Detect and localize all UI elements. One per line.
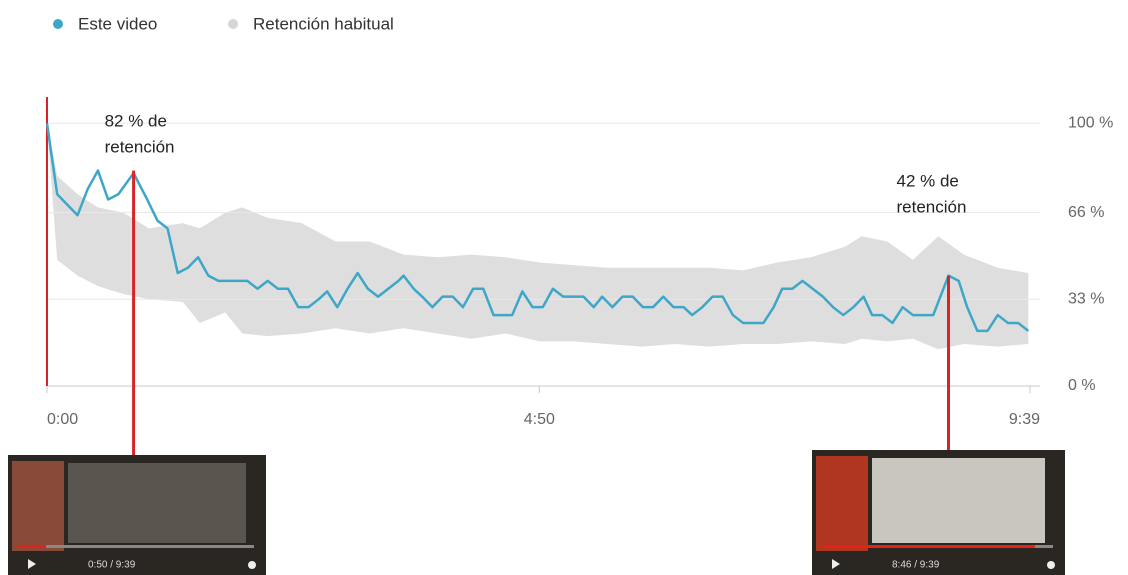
y-tick-label: 66 % bbox=[1068, 204, 1104, 221]
legend-label: Este video bbox=[78, 14, 157, 33]
annotation-text: 42 % de bbox=[897, 171, 959, 190]
y-tick-label: 33 % bbox=[1068, 291, 1104, 308]
thumbnail-time: 0:50 / 9:39 bbox=[88, 560, 136, 571]
thumbnail-scene bbox=[12, 461, 64, 551]
thumbnail-time: 8:46 / 9:39 bbox=[892, 560, 940, 571]
y-tick-label: 100 % bbox=[1068, 114, 1113, 131]
x-tick-label: 9:39 bbox=[1009, 411, 1040, 428]
annotation-text: 82 % de bbox=[105, 111, 167, 130]
grid-layer bbox=[46, 122, 1040, 393]
settings-icon bbox=[248, 561, 256, 569]
annotation-text: retención bbox=[105, 137, 175, 156]
thumbnail-scene bbox=[816, 456, 868, 551]
legend-swatch bbox=[53, 19, 63, 29]
progress-track bbox=[18, 545, 254, 548]
thumbnail-scene bbox=[872, 458, 1045, 543]
retention-band bbox=[47, 123, 1029, 350]
line-layer bbox=[45, 123, 1030, 333]
progress-played bbox=[18, 545, 46, 548]
progress-played bbox=[822, 545, 1035, 548]
retention-line bbox=[45, 123, 1030, 333]
x-tick-label: 4:50 bbox=[524, 411, 555, 428]
y-tick-label: 0 % bbox=[1068, 377, 1096, 394]
legend-swatch bbox=[228, 19, 238, 29]
band-layer bbox=[47, 123, 1029, 350]
anno-layer: 82 % de retención 0:50 / 9:39 42 % de retenc… bbox=[8, 111, 1065, 575]
play-icon bbox=[832, 559, 840, 569]
thumbnail-scene bbox=[68, 463, 246, 543]
annotation-text: retención bbox=[897, 197, 967, 216]
x-tick-label: 0:00 bbox=[47, 411, 78, 428]
legend-label: Retención habitual bbox=[253, 14, 394, 33]
play-icon bbox=[28, 559, 36, 569]
settings-icon bbox=[1047, 561, 1055, 569]
